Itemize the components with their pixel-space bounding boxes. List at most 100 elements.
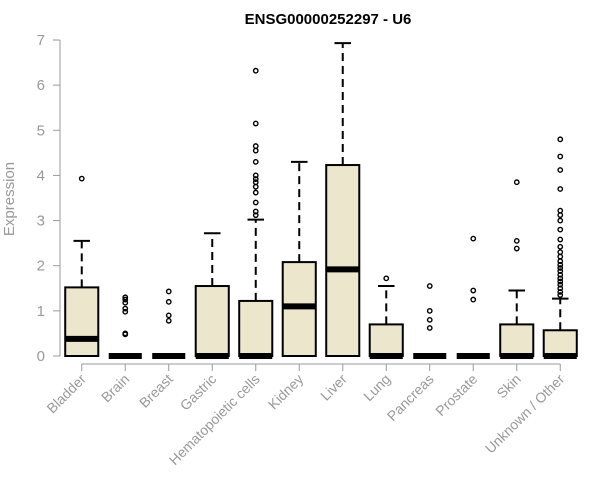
outlier-point bbox=[165, 317, 172, 324]
box-bladder bbox=[64, 175, 100, 357]
x-tick-label: Breast bbox=[136, 371, 176, 411]
x-tick-label: Brain bbox=[98, 371, 132, 405]
outlier-point bbox=[557, 217, 564, 224]
y-tick-label: 3 bbox=[37, 213, 45, 230]
outlier-point bbox=[252, 199, 259, 206]
outlier-point bbox=[252, 147, 259, 154]
outlier-point bbox=[513, 245, 520, 252]
outlier-point bbox=[122, 296, 129, 303]
box-kidney bbox=[281, 160, 317, 357]
box-breast bbox=[152, 288, 186, 359]
outlier-point bbox=[557, 281, 564, 288]
outlier-point bbox=[470, 287, 477, 294]
outlier-point bbox=[557, 253, 564, 260]
box-body bbox=[368, 323, 404, 357]
box-body bbox=[542, 329, 578, 358]
outlier-point bbox=[426, 325, 433, 331]
outlier-point bbox=[78, 175, 85, 182]
outlier-point bbox=[557, 275, 564, 282]
box-body bbox=[194, 285, 230, 357]
outlier-point bbox=[383, 275, 390, 282]
y-tick-label: 1 bbox=[37, 303, 45, 320]
outlier-point bbox=[426, 283, 433, 289]
outlier-point bbox=[557, 243, 564, 250]
outlier-point bbox=[557, 226, 564, 233]
outlier-point bbox=[122, 294, 129, 301]
y-tick-label: 7 bbox=[37, 32, 45, 49]
box-body bbox=[499, 323, 535, 357]
x-tick-label: Kidney bbox=[265, 371, 307, 413]
box-brain bbox=[108, 294, 142, 359]
x-tick-label: Lung bbox=[360, 371, 393, 404]
outlier-point bbox=[252, 158, 259, 165]
outlier-point bbox=[557, 186, 564, 192]
box-prostate bbox=[456, 235, 490, 359]
x-tick-label: Gastric bbox=[177, 371, 220, 414]
y-tick-label: 5 bbox=[37, 122, 45, 139]
box-gastric bbox=[194, 232, 230, 359]
y-tick-label: 2 bbox=[37, 258, 45, 275]
outlier-point bbox=[557, 288, 564, 295]
box-pancreas bbox=[413, 283, 447, 359]
outlier-point bbox=[557, 278, 564, 285]
box-body bbox=[64, 286, 100, 357]
box-body bbox=[325, 164, 361, 357]
outlier-point bbox=[122, 330, 129, 337]
outlier-point bbox=[557, 249, 564, 256]
outlier-point bbox=[252, 208, 259, 215]
outlier-point bbox=[165, 298, 172, 305]
x-tick-label: Prostate bbox=[432, 371, 480, 419]
box-unknown-other bbox=[542, 136, 578, 359]
outlier-point bbox=[252, 183, 259, 190]
x-tick-label: Liver bbox=[317, 371, 350, 404]
outlier-point bbox=[557, 271, 564, 278]
outlier-point bbox=[557, 153, 564, 160]
outlier-point bbox=[557, 292, 564, 298]
outlier-point bbox=[557, 268, 564, 275]
outlier-point bbox=[557, 258, 564, 265]
y-tick-label: 4 bbox=[37, 167, 45, 184]
outlier-point bbox=[513, 179, 520, 186]
y-tick-label: 6 bbox=[37, 77, 45, 94]
outlier-point bbox=[426, 307, 433, 314]
box-skin bbox=[499, 179, 535, 359]
outlier-point bbox=[426, 316, 433, 323]
outlier-point bbox=[122, 308, 129, 315]
outlier-point bbox=[165, 288, 172, 295]
outlier-point bbox=[252, 120, 259, 127]
outlier-point bbox=[557, 265, 564, 271]
outlier-point bbox=[557, 285, 564, 292]
box-series bbox=[64, 42, 578, 359]
x-tick-label: Pancreas bbox=[384, 371, 437, 424]
box-lung bbox=[368, 275, 404, 359]
outlier-point bbox=[513, 237, 520, 244]
outlier-point bbox=[470, 296, 477, 303]
outlier-point bbox=[252, 189, 259, 196]
outlier-point bbox=[122, 299, 129, 306]
outlier-point bbox=[557, 207, 564, 214]
x-tick-label: Unknown / Other bbox=[482, 371, 568, 457]
outlier-point bbox=[252, 179, 259, 186]
outlier-point bbox=[252, 67, 259, 74]
outlier-point bbox=[252, 176, 259, 182]
outlier-point bbox=[122, 305, 129, 312]
outlier-point bbox=[557, 236, 564, 243]
chart-title: ENSG00000252297 - U6 bbox=[245, 11, 412, 28]
outlier-point bbox=[557, 167, 564, 173]
outlier-point bbox=[165, 312, 172, 319]
y-axis-label: Expression bbox=[1, 162, 18, 236]
outlier-point bbox=[252, 172, 259, 179]
box-liver bbox=[325, 42, 361, 357]
box-body bbox=[238, 299, 274, 358]
y-axis: 0 1 2 3 4 5 6 7 bbox=[37, 32, 61, 365]
outlier-point bbox=[252, 143, 259, 149]
box-hematopoietic-cells bbox=[238, 67, 274, 359]
outlier-point bbox=[557, 136, 564, 143]
x-tick-label: Skin bbox=[493, 371, 524, 402]
outlier-point bbox=[557, 212, 564, 219]
x-tick-label: Bladder bbox=[43, 371, 89, 417]
y-tick-label: 0 bbox=[37, 348, 45, 365]
outlier-point bbox=[557, 261, 564, 268]
